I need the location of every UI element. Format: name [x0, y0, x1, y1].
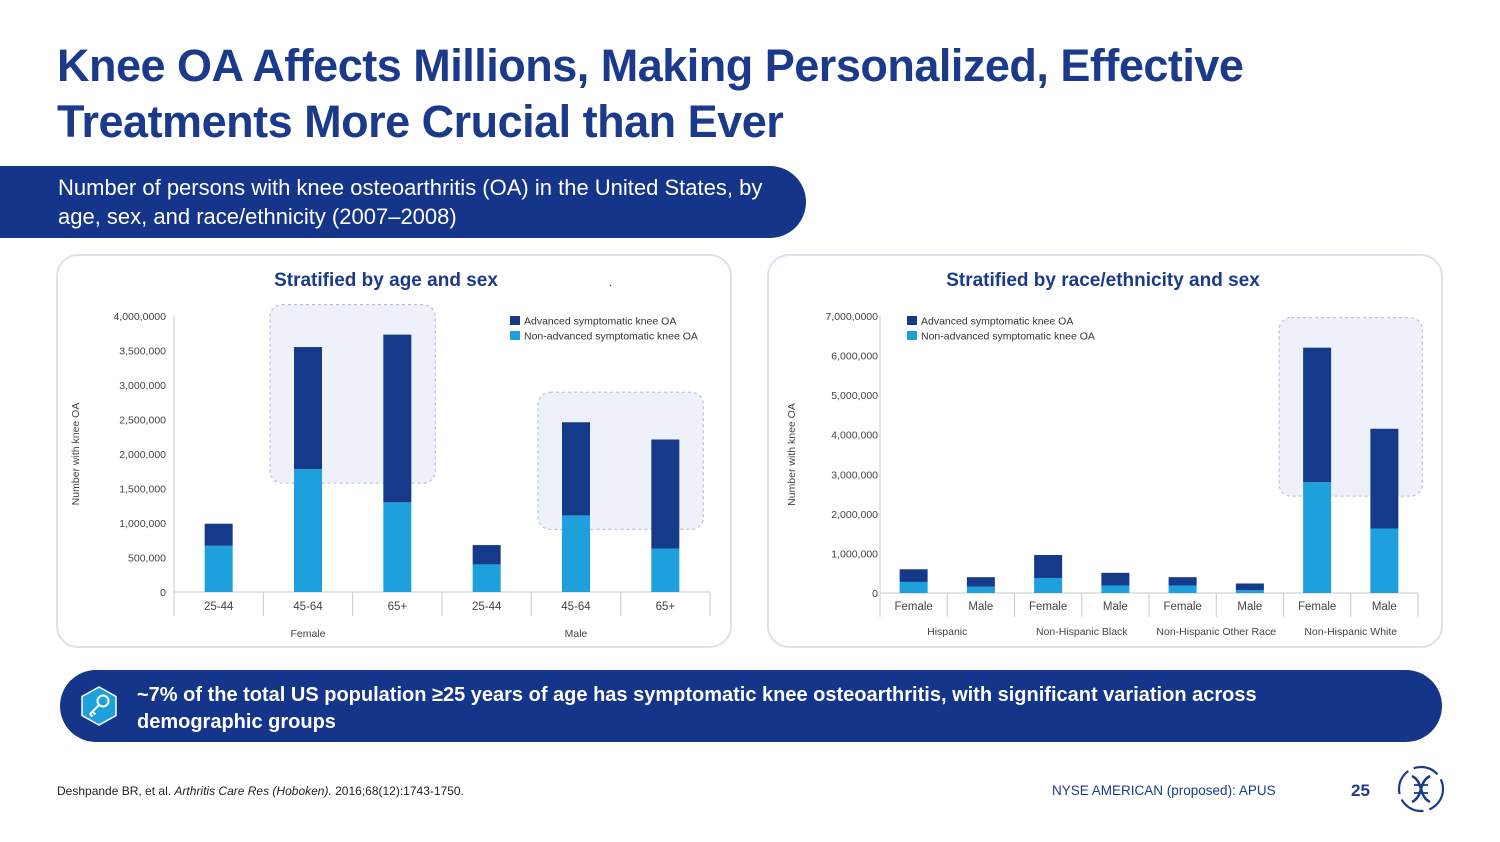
race-chart-category-label: Male	[1372, 601, 1397, 613]
race-chart-ytick-label: 4,000,000	[831, 430, 878, 442]
race-chart-ytick-label: 7,000,0000	[825, 311, 878, 323]
race-chart-bar-non-advanced	[1101, 585, 1130, 593]
chart-subtitle: Number of persons with knee osteoarthrit…	[58, 175, 763, 229]
citation-authors: Deshpande BR, et al.	[57, 784, 175, 798]
ticker: NYSE AMERICAN (proposed): APUS	[1052, 783, 1276, 798]
race-chart-legend-swatch	[907, 331, 917, 340]
age-chart-ytick-label: 2,500,000	[119, 415, 166, 427]
race-chart-bar-advanced	[1168, 577, 1197, 586]
age-chart-category-label: 65+	[656, 601, 676, 613]
age-chart-bar-advanced	[651, 439, 680, 549]
age-chart-group-label: Male	[565, 628, 588, 640]
age-chart-bar-non-advanced	[383, 502, 412, 592]
race-chart-ytick-label: 3,000,000	[831, 469, 878, 481]
race-chart-highlight-box	[1278, 317, 1423, 497]
race-chart-bar-non-advanced	[1303, 482, 1332, 593]
race-chart-bar-non-advanced	[1034, 577, 1063, 593]
race-chart-ylabel: Number with knee OA	[786, 403, 798, 506]
age-chart-bar-non-advanced	[562, 515, 590, 592]
race-chart-bar-advanced	[966, 577, 995, 587]
race-chart-ytick-label: 5,000,000	[831, 390, 878, 402]
race-chart-group-label: Hispanic	[927, 626, 967, 638]
age-chart-ytick-label: 3,000,000	[119, 380, 166, 392]
age-chart-ytick-label: 0	[160, 587, 166, 599]
race-chart-legend-label: Non-advanced symptomatic knee OA	[921, 331, 1095, 343]
age-chart-ytick-label: 1,000,000	[119, 518, 166, 530]
race-chart-bar-non-advanced	[966, 586, 995, 593]
race-chart-bar-advanced	[1101, 572, 1130, 586]
subtitle-band	[0, 166, 806, 238]
race-chart-ytick-label: 2,000,000	[831, 509, 878, 521]
race-chart-bar-non-advanced	[1370, 528, 1399, 593]
age-chart-legend-swatch	[510, 316, 520, 325]
age-chart-bar-non-advanced	[204, 545, 233, 592]
age-chart-legend-swatch	[510, 331, 520, 340]
age-chart-ytick-label: 3,500,000	[119, 346, 166, 358]
key-message-band	[60, 670, 1442, 742]
race-chart-ytick-label: 6,000,000	[831, 351, 878, 363]
race-chart-legend-swatch	[907, 316, 917, 325]
age-chart-legend-label: Non-advanced symptomatic knee OA	[524, 331, 698, 343]
age-chart-ylabel: Number with knee OA	[70, 403, 82, 506]
race-chart-category-label: Male	[968, 601, 993, 613]
age-chart-category-label: 45-64	[561, 601, 591, 613]
race-chart-ytick-label: 1,000,000	[831, 548, 878, 560]
race-chart-bar-non-advanced	[1168, 585, 1197, 593]
race-chart-group-label: Non-Hispanic White	[1304, 626, 1397, 638]
age-chart-category-label: 25-44	[204, 601, 234, 613]
age-chart-bar-advanced	[472, 545, 501, 565]
age-chart-ytick-label: 4,000,0000	[113, 311, 166, 323]
race-chart-bar-non-advanced	[899, 581, 928, 593]
age-chart-category-label: 65+	[388, 601, 408, 613]
age-chart-category-label: 25-44	[472, 601, 502, 613]
age-chart-title-mark: .	[609, 275, 612, 289]
age-chart-ytick-label: 1,500,000	[119, 484, 166, 496]
race-chart-bar-advanced	[1235, 583, 1264, 591]
race-chart-group-label: Non-Hispanic Other Race	[1156, 626, 1276, 638]
age-chart-bar-non-advanced	[651, 548, 680, 592]
race-chart-bar-non-advanced	[1235, 590, 1264, 593]
age-chart-ytick-label: 2,000,000	[119, 449, 166, 461]
age-chart-group-label: Female	[290, 628, 325, 640]
race-chart-category-label: Female	[1163, 601, 1201, 613]
age-chart-bar-advanced	[562, 422, 590, 516]
citation: Deshpande BR, et al. Arthritis Care Res …	[57, 784, 464, 798]
citation-rest: 2016;68(12):1743-1750.	[331, 784, 464, 798]
key-icon	[81, 686, 117, 726]
race-chart-ytick-label: 0	[872, 588, 878, 600]
slide-title: Knee OA Affects Millions, Making Persona…	[57, 40, 1244, 147]
key-message: ~7% of the total US population ≥25 years…	[137, 684, 1257, 733]
age-chart-ytick-label: 500,000	[128, 553, 166, 565]
race-chart-bar-advanced	[1370, 428, 1399, 529]
age-chart-bar-advanced	[204, 523, 233, 546]
age-chart-bar-advanced	[294, 347, 322, 470]
race-chart-bar-advanced	[1034, 555, 1063, 578]
page-number: 25	[1351, 781, 1370, 800]
race-chart-category-label: Male	[1237, 601, 1262, 613]
race-chart-bar-advanced	[899, 569, 928, 582]
age-chart-title: Stratified by age and sex	[274, 270, 498, 291]
age-chart-legend-label: Advanced symptomatic knee OA	[524, 316, 676, 328]
race-chart-category-label: Female	[1298, 601, 1336, 613]
race-chart-category-label: Male	[1103, 601, 1128, 613]
race-chart-category-label: Female	[1029, 601, 1067, 613]
age-chart-bar-advanced	[383, 334, 412, 503]
company-logo-icon	[1397, 765, 1445, 813]
citation-journal: Arthritis Care Res (Hoboken).	[174, 784, 332, 798]
age-chart-bar-non-advanced	[294, 469, 322, 592]
race-chart-title: Stratified by race/ethnicity and sex	[946, 270, 1260, 291]
age-chart-bar-non-advanced	[472, 564, 501, 592]
charts-canvas: Stratified by age and sex . 0 500,000 1,000,…	[70, 270, 1423, 640]
race-chart-legend-label: Advanced symptomatic knee OA	[921, 316, 1073, 328]
race-chart-bar-advanced	[1303, 347, 1332, 483]
race-chart-category-label: Female	[894, 601, 932, 613]
race-chart-group-label: Non-Hispanic Black	[1036, 626, 1128, 638]
age-chart-category-label: 45-64	[293, 601, 323, 613]
